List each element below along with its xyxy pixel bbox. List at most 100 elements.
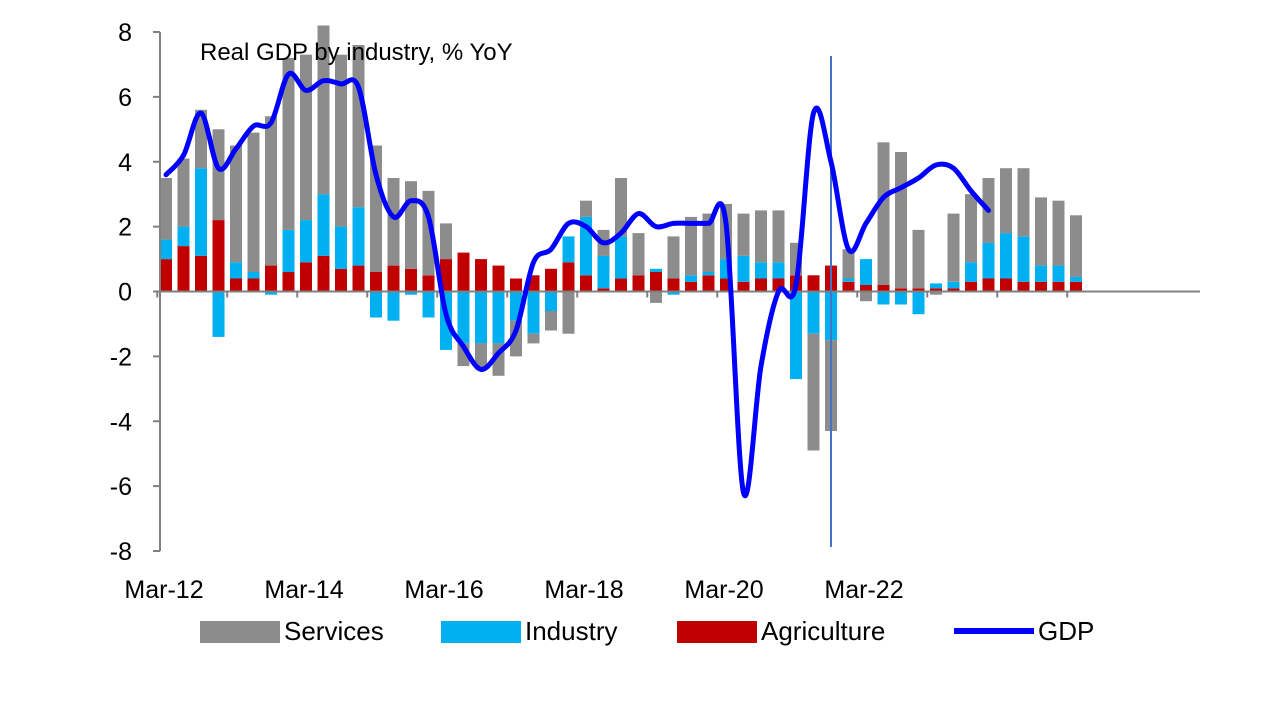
bar-agriculture-44 (930, 288, 942, 292)
bar-industry-21 (527, 291, 540, 334)
x-tick-label: Mar-14 (264, 576, 343, 604)
y-tick-label: -2 (110, 343, 132, 371)
bar-agriculture-42 (895, 288, 907, 292)
bar-agriculture-48 (1000, 278, 1012, 292)
bar-agriculture-20 (510, 278, 522, 292)
labels-layer: 8 6 4 2 0 -2 -4 -6 -8 Mar-12 Mar-14 Mar-16 Mar-18 Mar… (110, 19, 904, 604)
x-tick-label: Mar-20 (684, 576, 763, 604)
bar-services-10 (335, 54, 347, 227)
bar-agriculture-49 (1017, 281, 1030, 292)
bar-services-16 (440, 223, 452, 260)
bar-industry-33 (737, 255, 750, 282)
bar-industry-12 (370, 291, 382, 318)
bar-agriculture-37 (807, 275, 820, 292)
bar-agriculture-22 (545, 268, 557, 292)
bar-industry-11 (352, 207, 365, 266)
legend-item-industry: Industry (441, 616, 618, 646)
bar-services-30 (685, 216, 697, 276)
bar-industry-43 (912, 291, 925, 315)
y-tick-label: 0 (118, 279, 132, 307)
bar-agriculture-1 (177, 246, 190, 292)
bar-industry-44 (930, 283, 942, 289)
bar-agriculture-4 (230, 278, 242, 292)
bar-industry-4 (230, 262, 242, 279)
bar-agriculture-7 (282, 272, 295, 292)
bar-industry-3 (212, 291, 225, 337)
bar-services-9 (317, 25, 330, 195)
bar-agriculture-18 (475, 259, 487, 292)
bar-agriculture-12 (370, 272, 382, 292)
bar-agriculture-46 (965, 281, 977, 292)
bar-agriculture-29 (667, 278, 680, 292)
bar-agriculture-25 (597, 288, 610, 292)
gdp-line (163, 70, 991, 499)
bar-agriculture-33 (737, 281, 750, 292)
bar-services-1 (177, 158, 190, 227)
bar-services-44 (930, 291, 942, 295)
bar-agriculture-51 (1052, 281, 1065, 292)
bar-industry-50 (1035, 265, 1047, 282)
bar-services-6 (265, 116, 277, 266)
bar-agriculture-2 (195, 255, 207, 292)
bar-industry-22 (545, 291, 557, 311)
bar-services-18 (475, 343, 487, 370)
bar-industry-18 (475, 291, 487, 344)
y-tick-label: -4 (110, 408, 132, 436)
bar-industry-19 (492, 291, 505, 344)
legend-label-gdp: GDP (1038, 616, 1094, 646)
bar-industry-35 (772, 262, 785, 279)
bar-services-50 (1035, 197, 1047, 266)
bar-services-22 (545, 311, 557, 331)
bar-services-45 (947, 213, 960, 282)
legend-item-services: Services (200, 616, 384, 646)
bar-industry-42 (895, 291, 907, 305)
y-tick-label: -8 (110, 538, 132, 566)
bar-services-24 (580, 200, 592, 217)
bar-agriculture-34 (755, 278, 767, 292)
bar-agriculture-9 (317, 255, 330, 292)
bar-industry-25 (597, 255, 610, 289)
bar-agriculture-11 (352, 265, 365, 292)
bar-agriculture-8 (300, 262, 312, 292)
bar-services-7 (282, 58, 295, 230)
bar-services-3 (212, 129, 225, 221)
bar-services-21 (527, 333, 540, 344)
y-tick-label: 6 (118, 84, 132, 112)
bar-services-0 (160, 178, 172, 240)
bar-services-37 (807, 333, 820, 451)
legend-item-agriculture: Agriculture (677, 616, 885, 646)
legend-label-industry: Industry (525, 616, 618, 646)
bar-industry-34 (755, 262, 767, 279)
bar-industry-14 (405, 291, 417, 295)
bar-industry-10 (335, 226, 347, 269)
bar-services-34 (755, 210, 767, 263)
bar-industry-49 (1017, 236, 1030, 282)
bar-services-26 (615, 178, 627, 237)
bar-industry-45 (947, 281, 960, 289)
bar-agriculture-5 (247, 278, 260, 292)
bar-industry-48 (1000, 233, 1012, 279)
bar-industry-13 (387, 291, 400, 321)
bar-agriculture-3 (212, 220, 225, 292)
bar-industry-1 (177, 226, 190, 247)
bar-industry-36 (790, 291, 802, 380)
bar-industry-7 (282, 229, 295, 273)
bar-services-42 (895, 152, 907, 289)
gdp-line-layer (163, 70, 991, 499)
x-tick-label: Mar-22 (824, 576, 903, 604)
bar-agriculture-41 (877, 285, 890, 292)
legend-swatch-services (200, 621, 280, 643)
bar-industry-2 (195, 168, 207, 256)
bar-agriculture-28 (650, 272, 662, 292)
bar-industry-28 (650, 268, 662, 272)
bar-services-52 (1070, 215, 1082, 277)
bar-industry-39 (842, 278, 855, 282)
bar-services-35 (772, 210, 785, 263)
bar-services-27 (632, 233, 645, 276)
bar-services-40 (860, 291, 872, 302)
bar-agriculture-10 (335, 268, 347, 292)
bar-agriculture-23 (562, 262, 575, 292)
bar-services-28 (650, 291, 662, 303)
bar-services-31 (702, 213, 715, 272)
